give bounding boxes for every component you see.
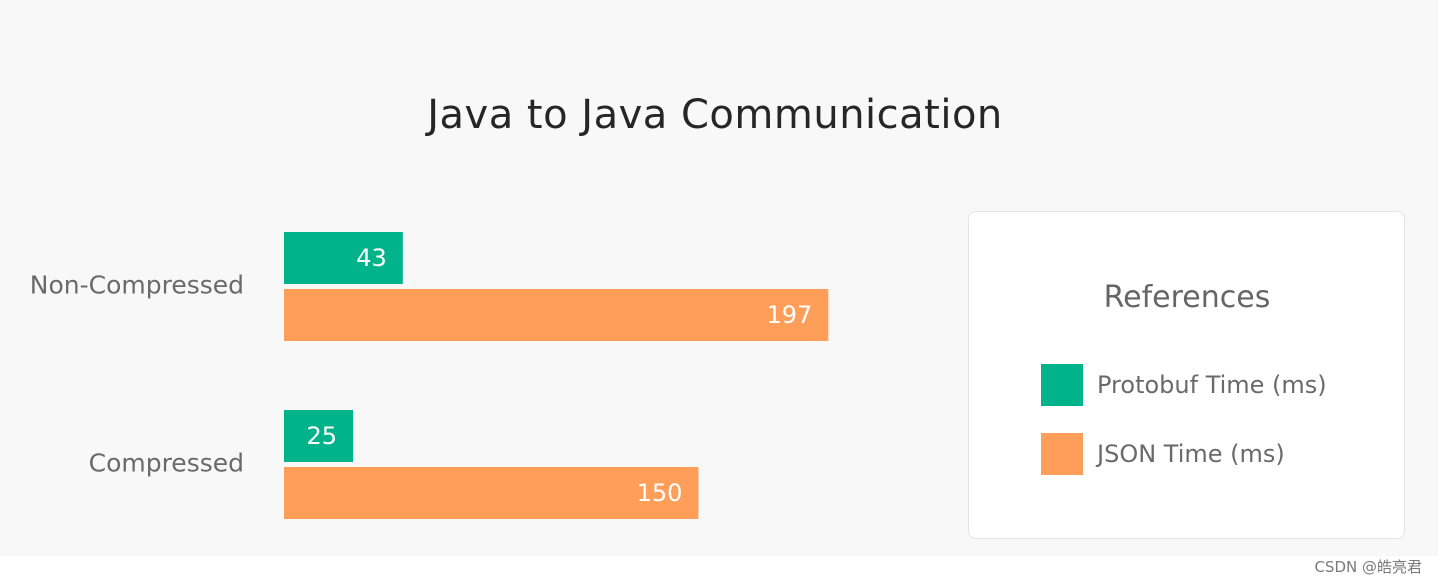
data-label-json-non-compressed: 197	[766, 301, 812, 329]
legend-box: References Protobuf Time (ms) JSON Time …	[968, 211, 1405, 539]
legend-item-json: JSON Time (ms)	[1041, 433, 1285, 475]
legend-label-protobuf: Protobuf Time (ms)	[1097, 371, 1327, 399]
watermark: CSDN @皓亮君	[1314, 558, 1422, 576]
legend-label-json: JSON Time (ms)	[1097, 440, 1285, 468]
category-label-non-compressed: Non-Compressed	[30, 271, 244, 300]
bar-protobuf-compressed	[284, 410, 354, 462]
category-label-compressed: Compressed	[89, 449, 244, 478]
legend-swatch-protobuf	[1041, 364, 1083, 406]
data-label-json-compressed: 150	[637, 479, 683, 507]
bar-json-non-compressed	[284, 289, 829, 341]
bar-protobuf-non-compressed	[284, 232, 403, 284]
data-label-protobuf-non-compressed: 43	[356, 244, 387, 272]
bar-json-compressed	[284, 467, 699, 519]
legend-item-protobuf: Protobuf Time (ms)	[1041, 364, 1327, 406]
chart-title: Java to Java Communication	[427, 92, 1003, 138]
data-label-protobuf-compressed: 25	[307, 422, 338, 450]
legend-title: References	[1103, 280, 1271, 315]
legend-swatch-json	[1041, 433, 1083, 475]
bar-chart: Non-Compressed 43 197 Compressed 25 150	[30, 232, 829, 519]
